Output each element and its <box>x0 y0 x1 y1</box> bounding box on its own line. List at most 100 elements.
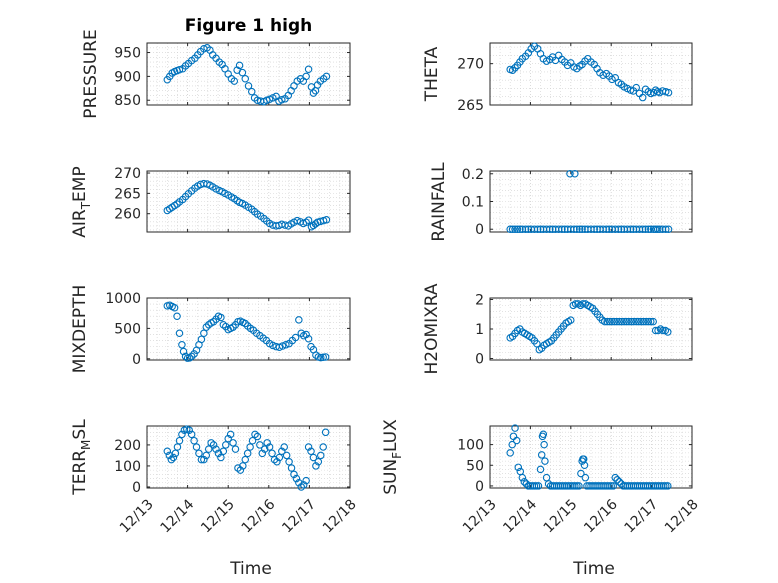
data-point <box>236 466 245 474</box>
data-point <box>314 457 323 466</box>
y-axis-label: H2OMIXRA <box>422 283 442 374</box>
x-tick-label: 12/14 <box>158 496 198 536</box>
y-tick-label: 0 <box>475 352 484 368</box>
data-point <box>575 482 583 490</box>
gridlines <box>147 171 350 232</box>
data-point <box>637 317 645 326</box>
data-point <box>506 449 514 457</box>
x-tick-label: 12/13 <box>117 496 157 536</box>
data-point <box>632 317 640 326</box>
data-point <box>642 317 650 326</box>
marker-group <box>163 179 331 231</box>
marker-group <box>163 425 330 491</box>
data-point <box>247 87 256 96</box>
data-point <box>580 461 589 470</box>
data-point <box>541 457 549 465</box>
data-point <box>241 455 250 464</box>
y-tick-group: 0 500 1000 <box>105 291 350 368</box>
y-axis-label: AIRTEMP <box>70 166 93 237</box>
data-point <box>518 473 527 482</box>
y-tick-label: 500 <box>114 321 141 337</box>
data-point <box>197 335 206 344</box>
label-part-terr: TERR <box>70 450 90 496</box>
data-point <box>304 443 313 451</box>
data-point <box>293 216 301 225</box>
data-point <box>241 319 250 328</box>
data-point <box>241 75 250 83</box>
data-point <box>209 441 218 449</box>
x-tick-label: 12/16 <box>581 496 621 536</box>
data-point <box>209 317 218 326</box>
data-point <box>613 317 621 326</box>
data-point <box>222 441 230 449</box>
y-tick-label: 270 <box>457 57 484 73</box>
data-point <box>229 439 237 447</box>
data-point <box>175 329 184 338</box>
panel-sun-flux: 0 50 100 12/13 12/14 12/15 12/16 12/17 12/18 SU… <box>381 419 702 579</box>
y-tick-label: 200 <box>114 438 141 454</box>
data-point <box>251 430 259 439</box>
data-point <box>644 225 653 233</box>
data-point <box>661 225 670 233</box>
panel-rainfall: 0 0.1 0.2 RAINFALL <box>429 162 693 242</box>
data-point <box>187 352 196 361</box>
data-point <box>613 475 622 484</box>
y-tick-label: 900 <box>114 69 141 85</box>
data-point <box>169 453 178 462</box>
y-tick-label: 50 <box>466 458 484 474</box>
x-axis-label: Time <box>572 559 615 579</box>
y-axis-label: THETA <box>422 46 442 102</box>
data-point <box>649 317 657 326</box>
label-part-air: AIR <box>70 209 90 238</box>
data-point <box>304 334 313 343</box>
data-point <box>602 225 611 233</box>
data-point <box>511 424 519 432</box>
data-point <box>664 88 673 97</box>
x-tick-label: 12/14 <box>500 496 540 536</box>
panel-pressure: 850 900 950 Figure 1 high PRESSURE <box>81 16 351 119</box>
data-point <box>603 317 611 326</box>
label-part-sun: SUN <box>381 459 401 495</box>
data-point <box>321 353 330 361</box>
data-point <box>204 445 213 453</box>
data-point <box>235 61 244 70</box>
data-point <box>282 451 291 460</box>
label-part-emp: EMP <box>70 166 90 202</box>
data-point <box>214 449 223 458</box>
data-point <box>632 83 640 92</box>
data-point <box>229 323 237 331</box>
y-tick-label: 850 <box>114 93 141 109</box>
data-point <box>651 86 660 94</box>
y-tick-label: 0.1 <box>462 195 484 211</box>
data-point <box>653 225 662 233</box>
data-point <box>282 341 290 349</box>
y-tick-group: 0 100 200 <box>114 438 350 496</box>
data-point <box>600 317 609 326</box>
data-point <box>322 216 331 224</box>
y-tick-group: 0 0.1 0.2 <box>462 167 692 238</box>
label-subscript-m: M <box>79 440 93 450</box>
panel-title: Figure 1 high <box>185 16 313 36</box>
data-point <box>292 474 301 483</box>
x-tick-label: 12/18 <box>662 496 702 536</box>
data-point <box>287 464 296 472</box>
data-point <box>319 353 327 362</box>
data-point <box>217 453 225 462</box>
gridlines <box>147 298 350 360</box>
data-point <box>520 478 529 486</box>
data-point <box>170 303 179 312</box>
data-point <box>297 483 306 491</box>
data-point <box>230 77 239 85</box>
axes-box <box>146 170 351 233</box>
data-point <box>511 225 519 233</box>
data-point <box>533 225 542 233</box>
marker-group <box>506 170 673 233</box>
x-tick-group <box>146 298 351 360</box>
data-point <box>291 333 300 342</box>
data-point <box>546 225 554 233</box>
gridlines <box>490 298 692 360</box>
data-point <box>573 225 581 233</box>
data-point <box>627 317 636 326</box>
data-point <box>248 436 257 445</box>
data-point <box>508 440 516 449</box>
